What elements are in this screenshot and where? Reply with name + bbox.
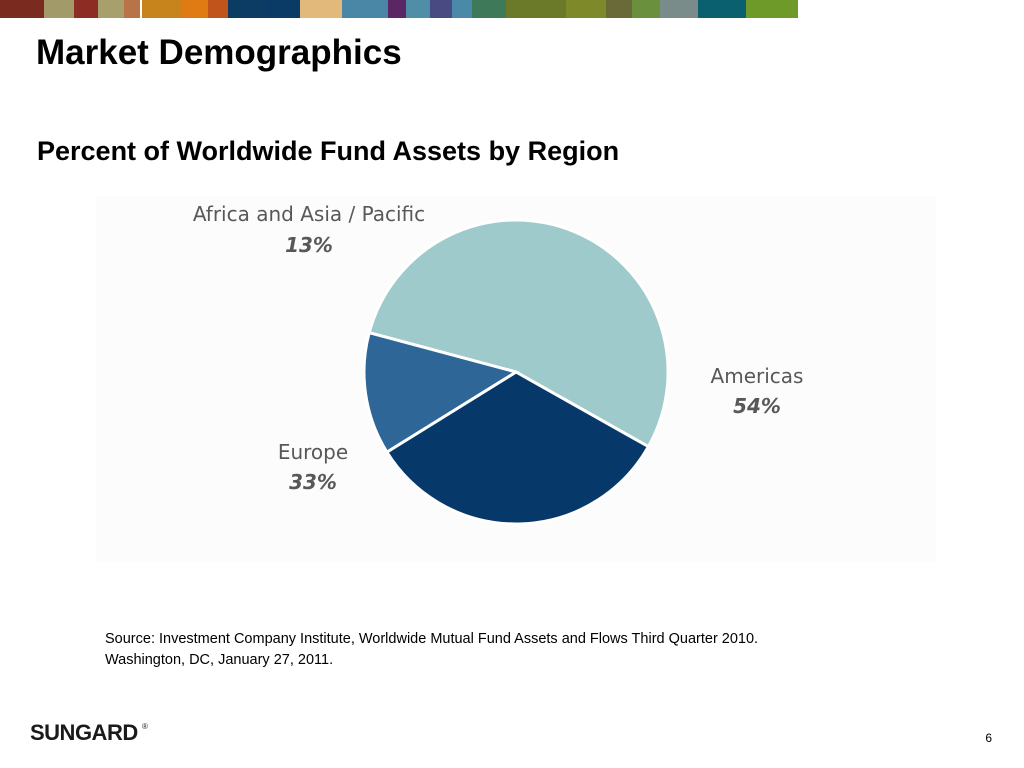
color-strip-segment bbox=[208, 0, 228, 18]
color-strip-segment bbox=[506, 0, 566, 18]
color-strip-segment bbox=[472, 0, 506, 18]
source-note: Source: Investment Company Institute, Wo… bbox=[105, 629, 965, 671]
header-color-strip bbox=[0, 0, 1024, 18]
chart-title: Percent of Worldwide Fund Assets by Regi… bbox=[37, 136, 620, 166]
color-strip-segment bbox=[660, 0, 698, 18]
source-line-2: Washington, DC, January 27, 2011. bbox=[105, 652, 334, 668]
color-strip-segment bbox=[632, 0, 660, 18]
source-line-1: Source: Investment Company Institute, Wo… bbox=[105, 631, 759, 647]
color-strip-segment bbox=[0, 0, 44, 18]
color-strip-segment bbox=[698, 0, 746, 18]
color-strip-segment bbox=[268, 0, 300, 18]
color-strip-segment bbox=[566, 0, 606, 18]
slide-title: Market Demographics bbox=[36, 33, 402, 72]
color-strip-segment bbox=[124, 0, 140, 18]
registered-mark: ® bbox=[142, 722, 148, 731]
color-strip-segment bbox=[140, 0, 142, 18]
color-strip-segment bbox=[98, 0, 124, 18]
color-strip-segment bbox=[300, 0, 342, 18]
color-strip-segment bbox=[342, 0, 388, 18]
color-strip-segment bbox=[746, 0, 798, 18]
color-strip-segment bbox=[74, 0, 98, 18]
sungard-logo: SUNGARD bbox=[30, 720, 138, 745]
color-strip-segment bbox=[228, 0, 268, 18]
color-strip-segment bbox=[452, 0, 472, 18]
color-strip-segment bbox=[406, 0, 430, 18]
color-strip-segment bbox=[388, 0, 406, 18]
chart-panel bbox=[96, 196, 936, 562]
color-strip-segment bbox=[606, 0, 632, 18]
color-strip-segment bbox=[430, 0, 452, 18]
color-strip-segment bbox=[44, 0, 74, 18]
color-strip-segment bbox=[182, 0, 208, 18]
color-strip-segment bbox=[142, 0, 182, 18]
page-number: 6 bbox=[985, 731, 992, 745]
